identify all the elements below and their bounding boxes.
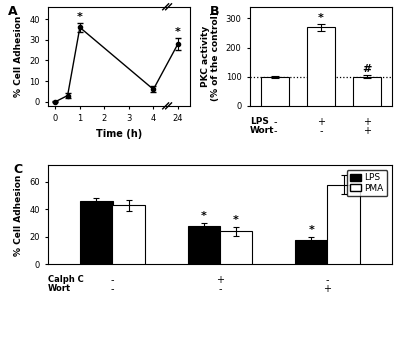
Y-axis label: % Cell Adhesion: % Cell Adhesion (14, 16, 24, 97)
Bar (112, 205, 145, 264)
Text: *: * (77, 12, 83, 22)
Bar (220, 232, 252, 264)
Text: *: * (318, 13, 324, 23)
Text: #: # (362, 64, 372, 74)
Text: Calph C: Calph C (48, 275, 84, 284)
Text: -: - (218, 284, 222, 294)
Y-axis label: PKC activity
(% of the control): PKC activity (% of the control) (201, 12, 220, 101)
Text: +: + (317, 117, 325, 127)
Text: LPS: LPS (250, 117, 269, 126)
Text: B: B (210, 5, 220, 18)
Text: +: + (216, 275, 224, 285)
Text: -: - (319, 126, 323, 136)
Y-axis label: % Cell Adhesion: % Cell Adhesion (14, 174, 24, 256)
Bar (80, 201, 112, 264)
Text: C: C (14, 163, 23, 176)
Text: *: * (233, 215, 239, 225)
Bar (328, 185, 360, 264)
Text: Wort: Wort (250, 126, 274, 135)
Bar (295, 240, 328, 264)
Text: -: - (111, 284, 114, 294)
Text: +: + (363, 117, 371, 127)
Bar (307, 27, 335, 106)
X-axis label: Time (h): Time (h) (96, 129, 142, 139)
Text: -: - (326, 275, 329, 285)
Text: -: - (111, 275, 114, 285)
Text: -: - (273, 117, 277, 127)
Text: +: + (363, 126, 371, 136)
Legend: LPS, PMA: LPS, PMA (346, 170, 388, 196)
Text: *: * (175, 27, 181, 37)
Text: *: * (308, 225, 314, 235)
Text: -: - (273, 126, 277, 136)
Text: Wort: Wort (48, 284, 71, 293)
Text: *: * (201, 211, 207, 221)
Bar (188, 226, 220, 264)
Bar (353, 77, 380, 106)
Text: +: + (324, 284, 332, 294)
Bar (261, 77, 289, 106)
Text: A: A (8, 5, 18, 18)
